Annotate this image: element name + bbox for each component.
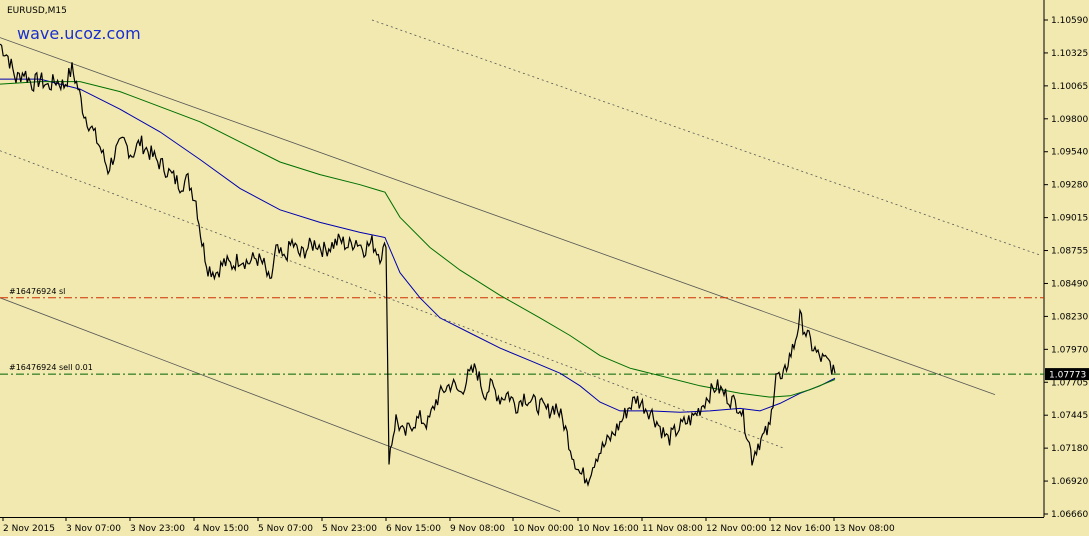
x-tick-label: 10 Nov 00:00 <box>513 524 574 534</box>
x-tick-label: 3 Nov 07:00 <box>66 524 121 534</box>
x-tick-label: 11 Nov 08:00 <box>642 524 703 534</box>
x-tick-label: 13 Nov 08:00 <box>834 524 895 534</box>
watermark-text: wave.ucoz.com <box>17 24 141 43</box>
time-axis: 2 Nov 2015 3 Nov 07:00 3 Nov 23:00 4 Nov 15… <box>2 517 895 534</box>
y-tick-label: 1.10590 <box>1051 16 1088 26</box>
y-tick-label: 1.08490 <box>1051 279 1088 289</box>
y-tick-label: 1.06920 <box>1051 477 1088 487</box>
x-tick-label: 4 Nov 15:00 <box>194 524 249 534</box>
y-tick-label: 1.09800 <box>1051 115 1088 125</box>
current-price-label: 1.07773 <box>1049 371 1086 381</box>
sell-order-label: #16476924 sell 0.01 <box>9 363 93 372</box>
x-tick-label: 2 Nov 2015 <box>3 524 55 534</box>
y-tick-label: 1.10065 <box>1051 82 1088 92</box>
y-tick-label: 1.09015 <box>1051 214 1088 224</box>
y-tick-label: 1.08755 <box>1051 247 1088 257</box>
plot-area[interactable] <box>0 0 1044 517</box>
channel-solid-line[interactable] <box>0 37 996 395</box>
y-tick-label: 1.07445 <box>1051 411 1088 421</box>
y-tick-label: 1.06660 <box>1051 510 1088 520</box>
chart-title: EURUSD,M15 <box>7 6 67 16</box>
x-tick-label: 6 Nov 15:00 <box>386 524 441 534</box>
price-series <box>0 43 836 488</box>
price-line <box>0 43 836 488</box>
price-axis: 1.10590 1.10325 1.10065 1.09800 1.09540 1.092… <box>1044 16 1088 520</box>
order-lines: #16476924 sl #16476924 sell 0.01 <box>0 287 1044 375</box>
x-tick-label: 9 Nov 08:00 <box>450 524 505 534</box>
y-tick-label: 1.07705 <box>1051 378 1088 388</box>
y-tick-label: 1.09280 <box>1051 181 1088 191</box>
y-tick-label: 1.09540 <box>1051 148 1088 158</box>
y-tick-label: 1.07180 <box>1051 444 1088 454</box>
x-tick-label: 3 Nov 23:00 <box>130 524 185 534</box>
x-tick-label: 12 Nov 00:00 <box>706 524 767 534</box>
current-price-tag: 1.07773 <box>1045 368 1089 381</box>
y-tick-label: 1.08230 <box>1051 312 1088 322</box>
x-tick-label: 5 Nov 07:00 <box>258 524 313 534</box>
stop-loss-label: #16476924 sl <box>9 287 65 296</box>
x-tick-label: 10 Nov 16:00 <box>578 524 639 534</box>
x-tick-label: 12 Nov 16:00 <box>770 524 831 534</box>
moving-average-green <box>0 81 836 398</box>
channel-lines <box>0 19 1041 512</box>
channel-dotted-line[interactable] <box>371 19 1041 256</box>
moving-averages <box>0 78 836 413</box>
channel-solid-line[interactable] <box>0 297 561 512</box>
x-tick-label: 5 Nov 23:00 <box>322 524 377 534</box>
moving-average-blue <box>0 78 836 413</box>
y-tick-label: 1.10325 <box>1051 49 1088 59</box>
y-tick-label: 1.07970 <box>1051 345 1088 355</box>
